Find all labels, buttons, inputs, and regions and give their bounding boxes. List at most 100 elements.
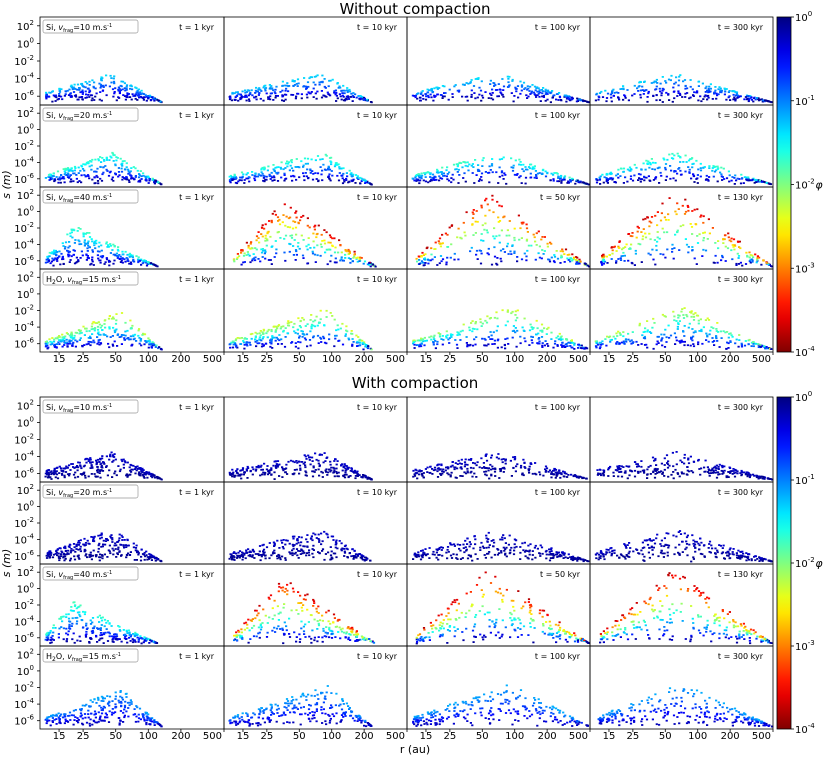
- scatter-point: [108, 346, 111, 349]
- scatter-point: [279, 327, 282, 330]
- scatter-point: [304, 338, 307, 341]
- scatter-point: [299, 467, 302, 470]
- scatter-point: [619, 175, 622, 177]
- scatter-point: [292, 84, 295, 87]
- scatter-point: [274, 339, 277, 342]
- scatter-point: [525, 94, 528, 97]
- scatter-point: [678, 314, 681, 317]
- scatter-point: [474, 321, 477, 323]
- scatter-point: [318, 83, 321, 86]
- scatter-point: [137, 260, 140, 262]
- scatter-point: [247, 244, 250, 247]
- scatter-point: [438, 262, 441, 265]
- scatter-point: [98, 98, 101, 101]
- scatter-point: [345, 468, 348, 471]
- scatter-point: [319, 318, 322, 321]
- scatter-point: [502, 156, 505, 159]
- scatter-point: [262, 179, 265, 182]
- scatter-point: [467, 82, 470, 85]
- scatter-point: [702, 215, 705, 218]
- x-tick-label: 25: [626, 354, 639, 365]
- scatter-point: [444, 92, 447, 94]
- scatter-point: [539, 329, 542, 332]
- scatter-point: [430, 253, 433, 256]
- scatter-point: [720, 259, 723, 262]
- scatter-point: [727, 236, 730, 239]
- scatter-point: [693, 181, 696, 183]
- subplot: t = 10 kyr: [223, 186, 408, 270]
- scatter-point: [543, 344, 546, 347]
- scatter-point: [529, 176, 532, 179]
- scatter-point: [156, 265, 159, 268]
- scatter-point: [520, 89, 523, 92]
- scatter-point: [269, 259, 272, 261]
- scatter-point: [270, 467, 273, 470]
- scatter-point: [683, 307, 686, 309]
- scatter-point: [491, 465, 494, 468]
- scatter-point: [112, 316, 115, 319]
- scatter-point: [573, 348, 576, 350]
- scatter-point: [534, 170, 537, 172]
- scatter-point: [70, 178, 73, 181]
- scatter-point: [300, 216, 303, 218]
- scatter-point: [493, 246, 496, 249]
- scatter-point: [655, 85, 658, 88]
- colorbar: [776, 16, 792, 353]
- scatter-point: [715, 92, 718, 95]
- scatter-point: [487, 343, 490, 346]
- scatter-point: [498, 175, 501, 178]
- scatter-point: [553, 255, 557, 258]
- scatter-point: [438, 237, 442, 240]
- scatter-point: [466, 161, 469, 164]
- scatter-point: [268, 472, 271, 474]
- scatter-point: [685, 314, 688, 316]
- scatter-point: [334, 261, 337, 264]
- scatter-point: [671, 243, 674, 246]
- scatter-point: [92, 328, 95, 330]
- scatter-point: [653, 322, 656, 324]
- scatter-point: [146, 476, 149, 479]
- scatter-point: [761, 344, 764, 347]
- scatter-point: [298, 166, 301, 169]
- scatter-point: [285, 463, 288, 466]
- scatter-point: [296, 332, 299, 335]
- scatter-point: [595, 346, 598, 349]
- scatter-point: [541, 330, 544, 333]
- scatter-point: [716, 340, 719, 342]
- scatter-point: [104, 334, 107, 336]
- scatter-point: [674, 343, 677, 345]
- scatter-point: [639, 93, 642, 96]
- scatter-point: [124, 334, 127, 337]
- scatter-point: [246, 172, 249, 174]
- scatter-point: [260, 174, 263, 177]
- scatter-point: [698, 330, 701, 332]
- scatter-point: [235, 338, 238, 341]
- scatter-point: [461, 166, 464, 169]
- scatter-point: [258, 92, 261, 94]
- scatter-point: [471, 320, 474, 322]
- scatter-point: [624, 95, 627, 98]
- scatter-point: [436, 476, 440, 478]
- scatter-point: [100, 179, 104, 182]
- scatter-point: [730, 237, 733, 240]
- scatter-point: [520, 237, 523, 239]
- scatter-point: [569, 345, 572, 347]
- scatter-point: [109, 453, 112, 456]
- scatter-point: [312, 465, 315, 468]
- scatter-point: [594, 99, 597, 102]
- scatter-point: [522, 163, 525, 166]
- scatter-point: [585, 100, 589, 103]
- scatter-point: [516, 260, 519, 263]
- scatter-point: [342, 172, 345, 175]
- scatter-point: [90, 262, 93, 265]
- scatter-point: [684, 87, 687, 90]
- scatter-point: [302, 214, 305, 217]
- scatter-point: [360, 476, 363, 478]
- scatter-point: [559, 337, 562, 340]
- scatter-point: [109, 170, 112, 173]
- scatter-point: [481, 224, 484, 227]
- scatter-point: [463, 172, 466, 175]
- scatter-point: [350, 467, 353, 469]
- scatter-point: [101, 466, 104, 469]
- scatter-point: [600, 90, 603, 93]
